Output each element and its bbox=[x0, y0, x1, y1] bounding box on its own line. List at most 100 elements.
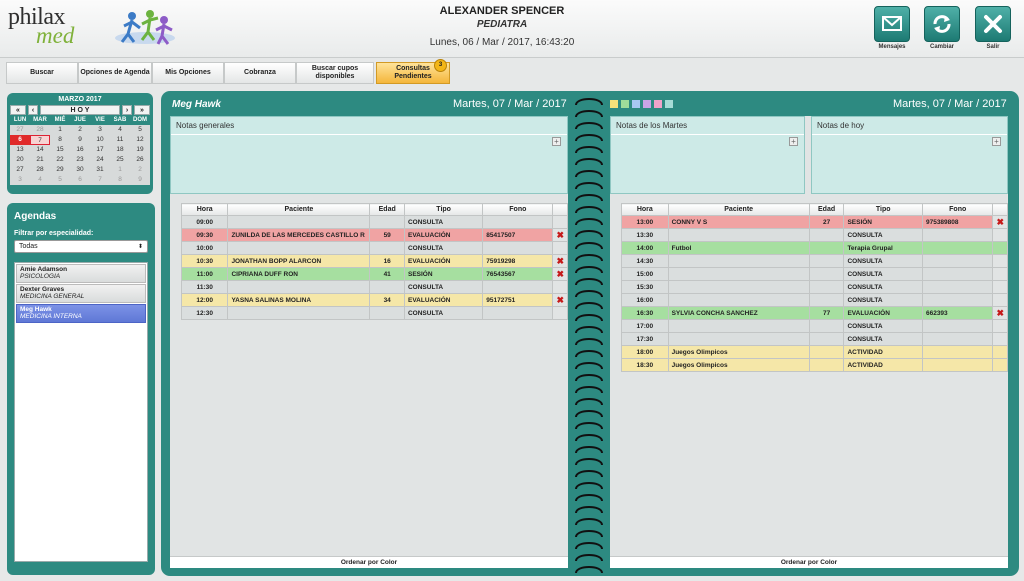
delete-appointment-icon[interactable]: ✖ bbox=[552, 254, 568, 268]
calendar-day[interactable]: 1 bbox=[118, 166, 122, 173]
calendar-day[interactable]: 22 bbox=[56, 156, 64, 163]
appointment-row[interactable]: 17:00 CONSULTA bbox=[621, 319, 1008, 333]
calendar-day[interactable]: 5 bbox=[58, 176, 62, 183]
calendar-day[interactable]: 28 bbox=[36, 126, 44, 133]
calendar-day[interactable]: 27 bbox=[16, 166, 24, 173]
exit-button[interactable]: Salir bbox=[973, 6, 1013, 52]
delete-appointment-icon[interactable]: ✖ bbox=[552, 228, 568, 242]
calendar-day[interactable]: 15 bbox=[56, 146, 64, 153]
calendar-day[interactable]: 17 bbox=[96, 146, 104, 153]
calendar-day[interactable]: 14 bbox=[36, 146, 44, 153]
calendar-day[interactable]: 16 bbox=[76, 146, 84, 153]
appointment-row[interactable]: 11:30 CONSULTA bbox=[180, 280, 568, 294]
calendar-day[interactable]: 25 bbox=[116, 156, 124, 163]
next-month-icon[interactable]: › bbox=[122, 105, 132, 115]
calendar-day[interactable]: 19 bbox=[136, 146, 144, 153]
appointment-row[interactable]: 16:00 CONSULTA bbox=[621, 293, 1008, 307]
nav-buscar[interactable]: Buscar bbox=[6, 62, 78, 84]
tuesday-notes[interactable]: Notas de los Martes + bbox=[610, 116, 805, 194]
calendar-day[interactable]: 3 bbox=[98, 126, 102, 133]
delete-appointment-icon[interactable]: ✖ bbox=[992, 306, 1008, 320]
calendar-day[interactable]: 18 bbox=[116, 146, 124, 153]
prev-year-icon[interactable]: « bbox=[10, 105, 26, 115]
calendar-day[interactable]: 30 bbox=[76, 166, 84, 173]
color-swatch[interactable] bbox=[632, 100, 640, 108]
calendar-day[interactable]: 9 bbox=[78, 136, 82, 143]
delete-appointment-icon[interactable]: ✖ bbox=[552, 293, 568, 307]
calendar-day[interactable]: 29 bbox=[56, 166, 64, 173]
calendar-day[interactable]: 5 bbox=[138, 126, 142, 133]
calendar-day[interactable]: 8 bbox=[58, 136, 62, 143]
calendar-day[interactable]: 6 bbox=[78, 176, 82, 183]
specialty-filter-select[interactable]: Todas ⬍ bbox=[14, 240, 148, 253]
calendar-day[interactable]: 31 bbox=[96, 166, 104, 173]
calendar-day[interactable]: 4 bbox=[38, 176, 42, 183]
prev-month-icon[interactable]: ‹ bbox=[28, 105, 38, 115]
general-notes[interactable]: Notas generales + bbox=[170, 116, 568, 194]
calendar-day[interactable]: 12 bbox=[136, 136, 144, 143]
calendar-day[interactable]: 2 bbox=[138, 166, 142, 173]
agenda-item-selected[interactable]: Meg Hawk MEDICINA INTERNA bbox=[16, 304, 146, 323]
calendar-day[interactable]: 21 bbox=[36, 156, 44, 163]
color-swatch[interactable] bbox=[643, 100, 651, 108]
appointment-row[interactable]: 17:30 CONSULTA bbox=[621, 332, 1008, 346]
appointment-row[interactable]: 10:00 CONSULTA bbox=[180, 241, 568, 255]
color-swatch[interactable] bbox=[621, 100, 629, 108]
calendar-day[interactable]: 7 bbox=[98, 176, 102, 183]
sort-by-color-button[interactable]: Ordenar por Color bbox=[610, 556, 1008, 568]
appointment-row[interactable]: 09:00 CONSULTA bbox=[180, 215, 568, 229]
sort-by-color-button[interactable]: Ordenar por Color bbox=[170, 556, 568, 568]
delete-appointment-icon[interactable]: ✖ bbox=[992, 215, 1008, 229]
agenda-item[interactable]: Dexter Graves MEDICINA GENERAL bbox=[16, 284, 146, 303]
appointment-row[interactable]: 10:30 JONATHAN BOPP ALARCON 16 EVALUACIÓN 75… bbox=[180, 254, 568, 268]
calendar-day[interactable]: 11 bbox=[116, 136, 124, 143]
appointment-row[interactable]: 15:00 CONSULTA bbox=[621, 267, 1008, 281]
calendar-day[interactable]: 9 bbox=[138, 176, 142, 183]
calendar-day[interactable]: 23 bbox=[76, 156, 84, 163]
appointment-row[interactable]: 11:00 CIPRIANA DUFF RON 41 SESIÓN 76543567 ✖ bbox=[180, 267, 568, 281]
messages-button[interactable]: Mensajes bbox=[872, 6, 912, 52]
calendar-day[interactable]: 8 bbox=[118, 176, 122, 183]
delete-appointment-icon[interactable]: ✖ bbox=[552, 267, 568, 281]
nav-opciones-agenda[interactable]: Opciones de Agenda bbox=[78, 62, 152, 84]
appointment-row[interactable]: 16:30 SYLVIA CONCHA SANCHEZ 77 EVALUACIÓN 66… bbox=[621, 306, 1008, 320]
nav-buscar-cupos[interactable]: Buscar cupos disponibles bbox=[296, 62, 374, 84]
color-swatch[interactable] bbox=[610, 100, 618, 108]
appointment-row[interactable]: 12:00 YASNA SALINAS MOLINA 34 EVALUACIÓN 951… bbox=[180, 293, 568, 307]
calendar-day[interactable]: 2 bbox=[78, 126, 82, 133]
agenda-item[interactable]: Amie Adamson PSICOLOGIA bbox=[16, 264, 146, 283]
expand-icon[interactable]: + bbox=[789, 137, 798, 146]
calendar-day[interactable]: 26 bbox=[136, 156, 144, 163]
appointment-row[interactable]: 12:30 CONSULTA bbox=[180, 306, 568, 320]
nav-mis-opciones[interactable]: Mis Opciones bbox=[152, 62, 224, 84]
color-swatch[interactable] bbox=[665, 100, 673, 108]
nav-cobranza[interactable]: Cobranza bbox=[224, 62, 296, 84]
appointment-row[interactable]: 15:30 CONSULTA bbox=[621, 280, 1008, 294]
calendar-day[interactable]: 27 bbox=[16, 126, 24, 133]
color-swatch[interactable] bbox=[654, 100, 662, 108]
expand-icon[interactable]: + bbox=[552, 137, 561, 146]
appointment-row[interactable]: 14:30 CONSULTA bbox=[621, 254, 1008, 268]
appointment-row[interactable]: 13:00 CONNY V S 27 SESIÓN 975389808 ✖ bbox=[621, 215, 1008, 229]
calendar-today-button[interactable]: H O Y bbox=[40, 105, 120, 115]
appointment-row[interactable]: 18:00 Juegos Olimpicos ACTIVIDAD bbox=[621, 345, 1008, 359]
calendar-day[interactable]: 28 bbox=[36, 166, 44, 173]
calendar-day[interactable]: 20 bbox=[16, 156, 24, 163]
appointment-row[interactable]: 14:00 Futbol Terapia Grupal bbox=[621, 241, 1008, 255]
next-year-icon[interactable]: » bbox=[134, 105, 150, 115]
today-notes[interactable]: Notas de hoy + bbox=[811, 116, 1008, 194]
calendar-day[interactable]: 13 bbox=[16, 146, 24, 153]
calendar-day-selected[interactable]: 7 bbox=[30, 135, 50, 145]
calendar-day[interactable]: 10 bbox=[96, 136, 104, 143]
expand-icon[interactable]: + bbox=[992, 137, 1001, 146]
appointment-row[interactable]: 18:30 Juegos Olimpicos ACTIVIDAD bbox=[621, 358, 1008, 372]
calendar-day[interactable]: 1 bbox=[58, 126, 62, 133]
nav-consultas-pendientes[interactable]: Consultas Pendientes bbox=[376, 62, 450, 84]
calendar-day-today[interactable]: 6 bbox=[10, 135, 30, 145]
appointment-row[interactable]: 13:30 CONSULTA bbox=[621, 228, 1008, 242]
change-button[interactable]: Cambiar bbox=[922, 6, 962, 52]
calendar-day[interactable]: 24 bbox=[96, 156, 104, 163]
calendar-day[interactable]: 4 bbox=[118, 126, 122, 133]
calendar-day[interactable]: 3 bbox=[18, 176, 22, 183]
